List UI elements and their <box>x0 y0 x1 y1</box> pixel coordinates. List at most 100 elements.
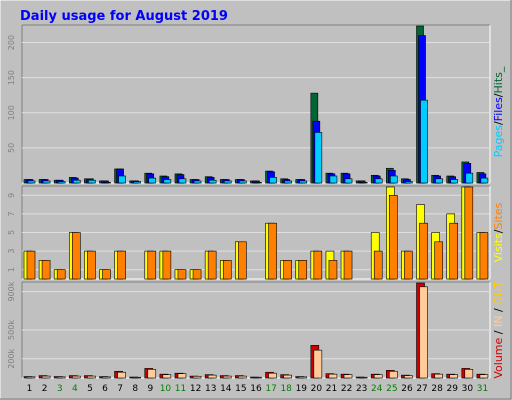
pages-bar <box>465 172 474 184</box>
sites-bar <box>404 250 413 280</box>
pages-bar <box>254 181 262 184</box>
pages-bar <box>178 178 187 184</box>
in-bar <box>298 376 308 379</box>
sites-bar <box>449 222 459 280</box>
in-bar <box>253 376 262 379</box>
y-tick-label: 9 <box>7 193 16 198</box>
in-bar <box>283 374 292 379</box>
chart-title: Daily usage for August 2019 <box>20 9 228 24</box>
sites-bar <box>389 195 398 280</box>
x-tick-label: 5 <box>87 384 93 394</box>
x-tick-label: 19 <box>296 384 308 394</box>
sites-bar <box>419 222 428 280</box>
pages-bar <box>359 181 368 184</box>
pages-bar <box>148 177 157 184</box>
y-tick-label: 7 <box>7 211 16 216</box>
legend-part: OUT <box>492 281 505 305</box>
x-tick-label: 9 <box>147 384 153 394</box>
sites-bar <box>434 241 443 280</box>
pages-bar <box>374 178 383 184</box>
x-tick-label: 25 <box>386 384 397 394</box>
in-bar <box>449 374 459 379</box>
pages-bar <box>163 179 172 184</box>
x-tick-label: 21 <box>326 384 337 394</box>
sites-bar <box>343 250 353 280</box>
x-tick-label: 14 <box>220 384 232 394</box>
x-tick-label: 2 <box>42 384 48 394</box>
in-bar <box>222 375 232 379</box>
y-tick-label: 900k <box>7 281 16 301</box>
sites-bar <box>313 250 323 280</box>
legend-visits-sites: Visits/Sites <box>492 202 505 262</box>
x-tick-label: 31 <box>477 384 488 394</box>
x-tick-label: 27 <box>416 384 427 394</box>
pages-bar <box>344 178 353 184</box>
legend-volume-in-out: Volume / IN / OUT <box>492 281 505 379</box>
in-bar <box>313 349 323 379</box>
in-bar <box>41 375 51 379</box>
x-tick-label: 10 <box>160 384 172 394</box>
sites-bar <box>56 269 66 280</box>
pages-bar <box>239 180 247 184</box>
in-bar <box>192 375 202 379</box>
pages-bar <box>193 180 202 184</box>
x-tick-label: 22 <box>341 384 352 394</box>
legend-hits-files-pages: Pages/Files/Hits_ <box>492 66 505 157</box>
x-tick-label: 15 <box>235 384 246 394</box>
pages-bar <box>420 99 428 184</box>
in-bar <box>373 374 383 379</box>
sites-bar <box>102 269 111 280</box>
legend-part: / <box>492 327 505 338</box>
sites-bar <box>222 260 232 280</box>
x-tick-label: 24 <box>371 384 383 394</box>
sites-bar <box>41 260 51 280</box>
legend-part: Files <box>492 97 505 121</box>
in-bar <box>328 373 338 379</box>
legend-part: / <box>492 229 505 233</box>
sites-bar <box>268 222 277 280</box>
legend-part: IN <box>492 316 505 327</box>
y-tick-label: 100 <box>7 105 16 120</box>
x-tick-label: 3 <box>57 384 63 394</box>
in-bar <box>162 374 172 379</box>
x-tick-label: 30 <box>462 384 474 394</box>
in-bar <box>132 376 141 379</box>
in-bar <box>207 374 217 379</box>
x-tick-label: 28 <box>431 384 443 394</box>
pages-bar <box>72 179 81 184</box>
x-tick-label: 11 <box>175 384 186 394</box>
sites-bar <box>177 269 187 280</box>
in-bar <box>343 374 353 379</box>
y-tick-label: 150 <box>7 70 16 85</box>
pages-bar <box>42 180 51 184</box>
sites-bar <box>192 269 202 280</box>
pages-bar <box>118 175 126 184</box>
x-tick-label: 4 <box>72 384 78 394</box>
pages-bar <box>223 180 232 184</box>
pages-bar <box>88 179 96 184</box>
y-tick-label: 200 <box>7 35 16 50</box>
x-tick-label: 23 <box>356 384 367 394</box>
in-bar <box>26 376 36 379</box>
in-bar <box>147 369 157 379</box>
in-bar <box>358 376 368 379</box>
x-tick-label: 1 <box>27 384 33 394</box>
sites-bar <box>238 241 247 280</box>
x-tick-label: 18 <box>280 384 292 394</box>
sites-bar <box>71 232 81 280</box>
in-bar <box>464 369 474 379</box>
x-tick-label: 12 <box>190 384 201 394</box>
pages-bar <box>329 175 338 184</box>
in-bar <box>102 376 111 379</box>
legend-part: Sites <box>492 202 505 229</box>
pages-bar <box>405 181 413 184</box>
in-bar <box>404 375 413 379</box>
x-tick-label: 6 <box>102 384 108 394</box>
plot-area <box>22 25 490 183</box>
in-bar <box>419 286 428 379</box>
pages-bar <box>208 179 217 184</box>
in-bar <box>479 374 489 379</box>
in-bar <box>389 370 398 379</box>
sites-bar <box>162 250 172 280</box>
